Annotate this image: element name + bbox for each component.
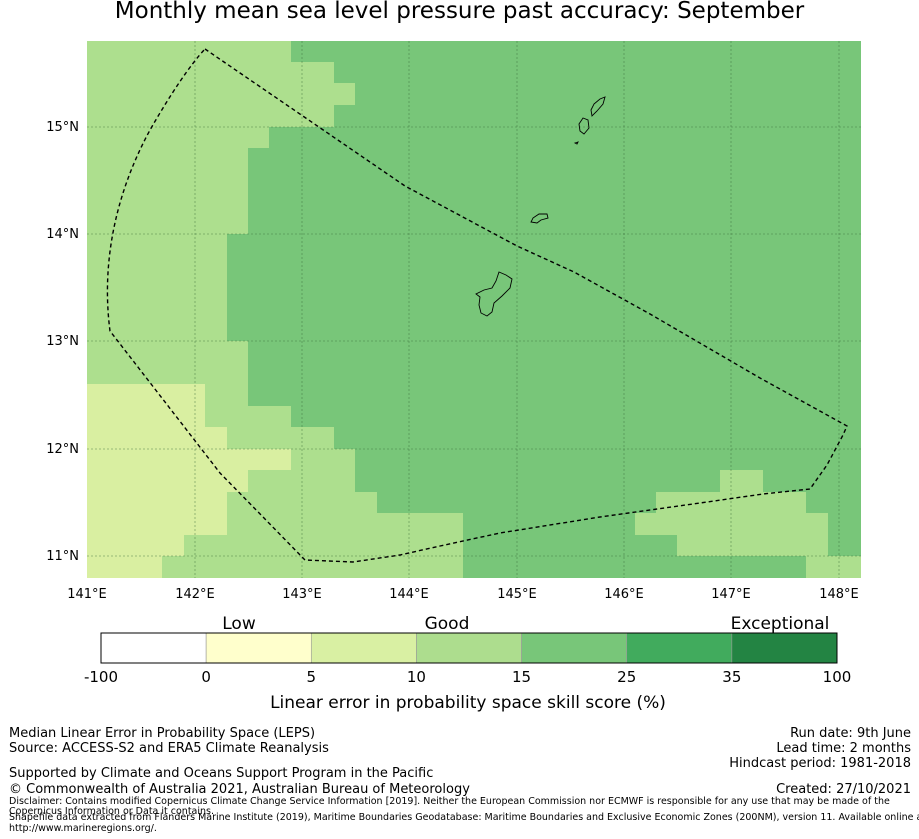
colorbar-tick-label: 5 [307,668,317,686]
lon-tick: 146°E [604,587,644,602]
lat-tick-labels: 15°N 14°N 13°N 12°N 11°N [46,120,79,564]
island-rota [530,213,549,224]
lon-tick: 145°E [497,587,537,602]
footer-support: Supported by Climate and Oceans Support … [9,766,434,781]
colorbar-swatch [731,632,838,664]
lat-tick: 12°N [46,442,79,457]
colorbar-tick-label: 15 [512,668,531,686]
footer-source: Source: ACCESS-S2 and ERA5 Climate Reana… [9,741,329,756]
footer-created: Created: 27/10/2021 [776,782,911,797]
lat-tick: 13°N [46,334,79,349]
footer-run-date: Run date: 9th June [790,726,911,741]
lon-tick: 143°E [282,587,322,602]
colorbar-category-exceptional: Exceptional [731,614,830,634]
island-aguijan [573,141,579,145]
footer-disclaimer-2: Copernicus Information or Data it contai… [9,806,215,817]
skill-map: 141°E 142°E 143°E 144°E 145°E 146°E 147°… [46,41,861,713]
skill-field [87,41,861,578]
lon-tick: 148°E [819,587,859,602]
footer-hindcast: Hindcast period: 1981-2018 [729,756,911,771]
colorbar-tick-label: 0 [201,668,211,686]
graticule [87,41,861,578]
footer-shapefile-1: Shapefile data extracted from Flanders M… [9,812,919,823]
skill-region-good-se [635,470,861,578]
island-guam [475,271,513,317]
colorbar-category-good: Good [425,614,470,634]
colorbar-swatch [100,632,207,664]
eez-boundary [106,48,848,563]
footer-method: Median Linear Error in Probability Space… [9,726,316,741]
colorbar-swatches [100,632,838,664]
colorbar-tick-label: -100 [84,668,118,686]
lon-tick: 147°E [711,587,751,602]
lat-tick: 15°N [46,120,79,135]
colorbar-swatch [521,632,628,664]
island-tinian [578,117,590,135]
lon-tick-labels: 141°E 142°E 143°E 144°E 145°E 146°E 147°… [67,587,859,602]
colorbar-swatch [416,632,522,664]
colorbar-label: Linear error in probability space skill … [270,693,666,713]
colorbar-swatch [626,632,733,664]
colorbar-swatch [205,632,312,664]
skill-region-low [87,384,291,578]
footer-disclaimer-1: Disclaimer: Contains modified Copernicus… [9,796,890,807]
lon-tick: 144°E [389,587,429,602]
colorbar: Low Good Exceptional -100 0 5 10 15 25 35 100 L… [84,614,851,713]
colorbar-ticks: -100 0 5 10 15 25 35 100 [84,668,851,686]
colorbar-tick-label: 35 [722,668,741,686]
lat-tick: 11°N [46,549,79,564]
footer-lead-time: Lead time: 2 months [776,741,911,756]
colorbar-category-low: Low [222,614,256,634]
lon-tick: 142°E [175,587,215,602]
island-saipan [590,96,606,117]
footer-copyright: © Commonwealth of Australia 2021, Austra… [9,782,470,797]
colorbar-swatch [310,632,417,664]
colorbar-tick-label: 10 [407,668,426,686]
islands [475,96,606,317]
colorbar-frame [100,632,838,664]
colorbar-tick-label: 100 [823,668,852,686]
map-title: Monthly mean sea level pressure past acc… [114,0,805,24]
footer-shapefile-2: http://www.marineregions.org/. [9,823,157,834]
lon-tick: 141°E [67,587,107,602]
colorbar-tick-label: 25 [617,668,636,686]
lat-tick: 14°N [46,227,79,242]
